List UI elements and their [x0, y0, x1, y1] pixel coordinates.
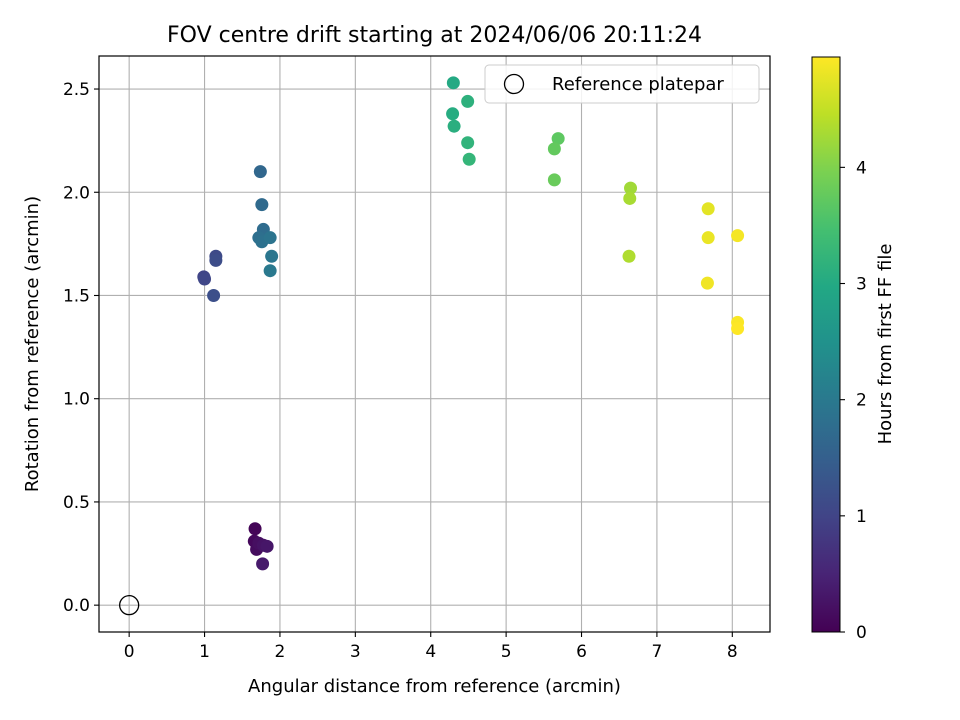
x-ticks: 0 1 2 3 4 5 6 7 8 — [124, 632, 738, 662]
y-tick-label: 2.5 — [63, 80, 90, 100]
data-point — [461, 94, 475, 108]
y-tick-label: 0.5 — [63, 493, 90, 513]
y-tick-label: 1.0 — [63, 390, 90, 410]
data-point — [731, 322, 745, 336]
data-point — [622, 249, 636, 263]
grid-layer — [99, 56, 770, 632]
y-axis-label: Rotation from reference (arcmin) — [22, 196, 43, 492]
legend-entry-reference: Reference platepar — [552, 74, 724, 95]
data-point — [700, 276, 714, 290]
data-point — [263, 264, 277, 278]
data-point — [446, 76, 460, 90]
colorbar-tick-label: 1 — [856, 507, 867, 527]
data-point — [260, 539, 274, 553]
y-tick-label: 1.5 — [63, 286, 90, 306]
chart-title: FOV centre drift starting at 2024/06/06 … — [167, 23, 702, 48]
legend: Reference platepar — [484, 64, 760, 104]
scatter-points — [197, 76, 745, 571]
data-point — [547, 142, 561, 156]
plot-frame — [98, 55, 771, 633]
y-tick-label: 0.0 — [63, 596, 90, 616]
data-point — [255, 198, 269, 212]
x-axis-label: Angular distance from reference (arcmin) — [248, 676, 621, 697]
data-point — [256, 557, 270, 571]
y-tick-label: 2.0 — [63, 183, 90, 203]
data-point — [265, 249, 279, 263]
data-point — [547, 173, 561, 187]
reference-platepar-marker — [119, 595, 140, 616]
x-tick-label: 2 — [275, 642, 286, 662]
colorbar: 0 1 2 3 4 Hours from first FF file — [811, 56, 896, 643]
data-point — [551, 132, 565, 146]
data-point — [446, 107, 460, 121]
data-point — [624, 181, 638, 195]
data-point — [248, 522, 262, 536]
x-tick-label: 6 — [576, 642, 587, 662]
data-point — [209, 253, 223, 267]
data-point — [701, 202, 715, 216]
data-point — [253, 165, 267, 179]
data-point — [447, 119, 461, 133]
x-tick-label: 8 — [727, 642, 738, 662]
colorbar-tick-label: 2 — [856, 391, 867, 411]
colorbar-label: Hours from first FF file — [875, 244, 896, 445]
legend-box — [484, 64, 760, 104]
colorbar-tick-label: 3 — [856, 275, 867, 295]
colorbar-gradient — [811, 56, 841, 633]
x-tick-label: 7 — [651, 642, 662, 662]
data-point — [207, 288, 221, 302]
x-tick-label: 5 — [501, 642, 512, 662]
x-tick-label: 0 — [124, 642, 135, 662]
colorbar-tick-label: 4 — [856, 158, 867, 178]
reference-marker — [119, 595, 140, 616]
data-point — [623, 191, 637, 205]
data-point — [701, 231, 715, 245]
data-point — [462, 152, 476, 166]
data-point — [198, 272, 212, 286]
x-tick-label: 1 — [199, 642, 210, 662]
legend-marker-reference — [503, 73, 525, 95]
data-point — [461, 136, 475, 150]
colorbar-ticks: 0 1 2 3 4 — [840, 158, 867, 643]
data-point — [731, 229, 745, 243]
data-point — [263, 231, 277, 245]
x-tick-label: 4 — [425, 642, 436, 662]
x-tick-label: 3 — [350, 642, 361, 662]
colorbar-tick-label: 0 — [856, 623, 867, 643]
y-ticks: 0.0 0.5 1.0 1.5 2.0 2.5 — [63, 80, 99, 616]
